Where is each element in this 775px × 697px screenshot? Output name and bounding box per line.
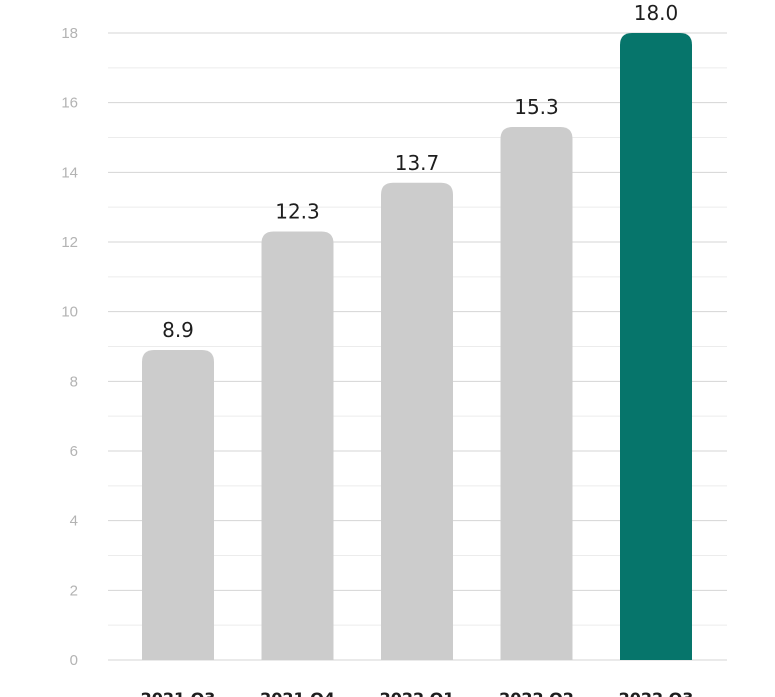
category-label: 2022 Q2 (499, 689, 574, 697)
value-label: 18.0 (634, 1, 679, 25)
bars (142, 33, 692, 661)
category-label: 2022 Q1 (380, 689, 455, 697)
y-tick-label: 6 (70, 443, 78, 460)
y-tick-label: 14 (61, 164, 78, 181)
y-tick-label: 0 (70, 652, 78, 669)
y-axis-tick-labels: 0 2 4 6 8 10 12 14 16 18 (61, 25, 78, 669)
bar-2021-q4 (261, 231, 334, 661)
y-tick-label: 12 (61, 234, 78, 251)
category-label: 2021 Q3 (141, 689, 216, 697)
bar-2022-q3 (620, 33, 692, 660)
y-tick-label: 4 (70, 513, 78, 530)
y-tick-label: 8 (70, 373, 78, 390)
y-tick-label: 18 (61, 25, 78, 42)
value-label: 15.3 (514, 95, 559, 119)
bar-2022-q2 (500, 127, 573, 661)
category-label: 2021 Q4 (260, 689, 335, 697)
value-label: 12.3 (275, 200, 320, 224)
value-labels: 8.9 12.3 13.7 15.3 18.0 (162, 1, 678, 342)
bar-2022-q1 (381, 182, 453, 661)
y-tick-label: 16 (61, 95, 78, 112)
value-label: 8.9 (162, 318, 194, 342)
y-tick-label: 10 (61, 304, 78, 321)
bar-2021-q3 (142, 349, 214, 660)
y-tick-label: 2 (70, 582, 78, 599)
x-axis-category-labels: 2021 Q3 2021 Q4 2022 Q1 2022 Q2 2022 Q3 (141, 689, 694, 697)
value-label: 13.7 (395, 151, 440, 175)
category-label: 2022 Q3 (619, 689, 694, 697)
